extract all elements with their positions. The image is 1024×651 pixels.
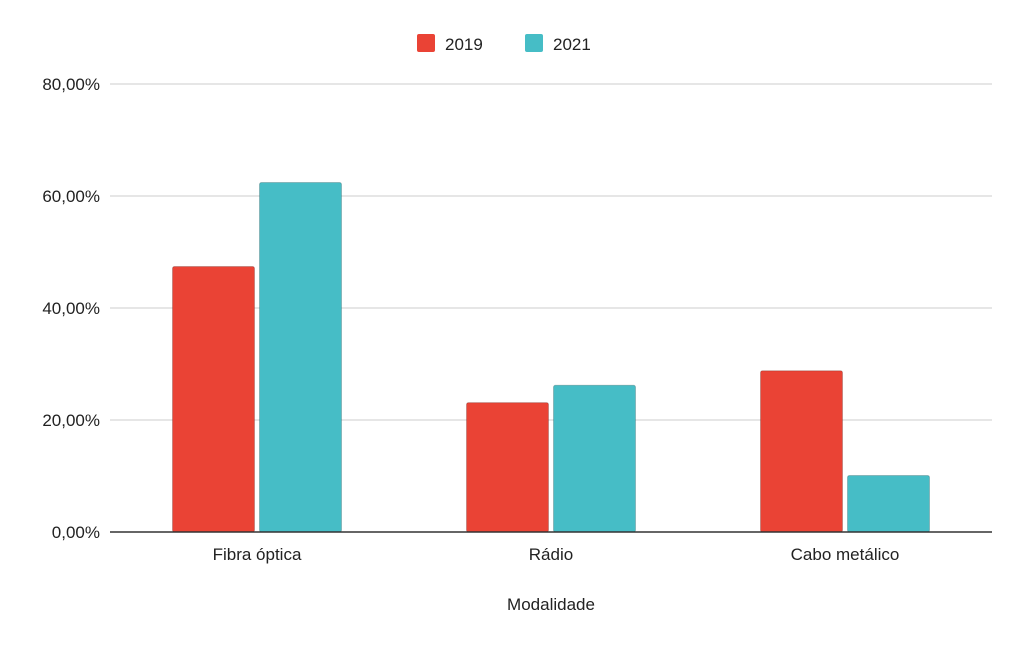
y-tick-label: 40,00% [42,299,100,318]
x-axis-ticks: Fibra óptica Rádio Cabo metálico [213,545,900,564]
bar-2019-1 [466,402,549,533]
y-tick-label: 60,00% [42,187,100,206]
bar-2021-2 [847,474,930,533]
y-tick-label: 80,00% [42,75,100,94]
bar-2019-2 [760,370,843,533]
legend-item-2019: 2019 [417,34,483,54]
legend: 2019 2021 [417,34,591,54]
y-axis-ticks: 0,00% 20,00% 40,00% 60,00% 80,00% [42,75,100,542]
x-axis-title: Modalidade [507,595,595,614]
legend-swatch [417,34,435,52]
legend-label: 2019 [445,35,483,54]
y-tick-label: 20,00% [42,411,100,430]
legend-swatch [525,34,543,52]
x-tick-label: Rádio [529,545,573,564]
bars [110,182,992,533]
y-tick-label: 0,00% [52,523,100,542]
bar-2021-0 [259,182,342,533]
legend-label: 2021 [553,35,591,54]
x-tick-label: Fibra óptica [213,545,302,564]
gridlines [110,83,992,421]
x-tick-label: Cabo metálico [791,545,900,564]
legend-item-2021: 2021 [525,34,591,54]
bar-2021-1 [553,384,636,533]
bar-2019-0 [172,266,255,533]
